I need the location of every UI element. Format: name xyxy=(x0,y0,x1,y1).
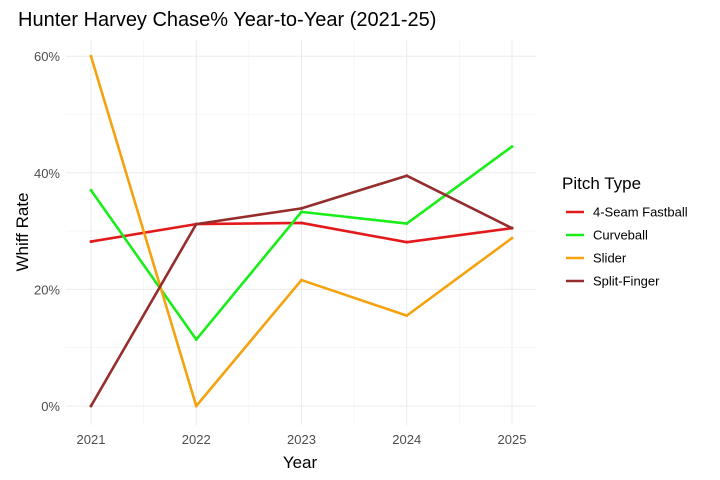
x-axis-ticks: 2021 2022 2023 2024 2025 xyxy=(77,432,527,447)
legend-label: Curveball xyxy=(593,228,648,243)
data-point xyxy=(89,240,93,244)
data-point xyxy=(510,145,514,149)
y-tick-label: 60% xyxy=(34,49,60,64)
y-axis-ticks: 0% 20% 40% 60% xyxy=(34,49,60,414)
y-tick-label: 0% xyxy=(41,399,60,414)
data-point xyxy=(194,338,198,342)
legend-title: Pitch Type xyxy=(562,174,641,193)
y-tick-label: 40% xyxy=(34,166,60,181)
x-tick-label: 2023 xyxy=(287,432,316,447)
data-point xyxy=(89,188,93,192)
series-lines xyxy=(89,54,514,408)
x-tick-label: 2021 xyxy=(77,432,106,447)
data-point xyxy=(405,174,409,178)
data-point xyxy=(510,236,514,240)
data-point xyxy=(194,222,198,226)
legend: Pitch Type 4-Seam Fastball Curveball Slide… xyxy=(562,174,688,289)
y-tick-label: 20% xyxy=(34,282,60,297)
legend-label: Slider xyxy=(593,251,627,266)
chart-title: Hunter Harvey Chase% Year-to-Year (2021-… xyxy=(18,9,436,31)
data-point xyxy=(300,210,303,214)
legend-label: Split-Finger xyxy=(593,274,660,289)
grid xyxy=(66,40,536,425)
data-point xyxy=(194,404,198,408)
data-point xyxy=(89,404,93,408)
data-point xyxy=(89,54,93,58)
x-tick-label: 2025 xyxy=(498,432,527,447)
data-point xyxy=(405,222,409,226)
data-point xyxy=(300,221,303,225)
data-point xyxy=(300,278,303,282)
legend-label: 4-Seam Fastball xyxy=(593,205,688,220)
data-point xyxy=(405,240,409,244)
data-point xyxy=(300,206,303,210)
data-point xyxy=(510,226,514,230)
x-axis-label: Year xyxy=(283,453,318,472)
data-point xyxy=(405,314,409,318)
x-tick-label: 2022 xyxy=(182,432,211,447)
y-axis-label: Whiff Rate xyxy=(13,192,32,271)
x-tick-label: 2024 xyxy=(392,432,421,447)
